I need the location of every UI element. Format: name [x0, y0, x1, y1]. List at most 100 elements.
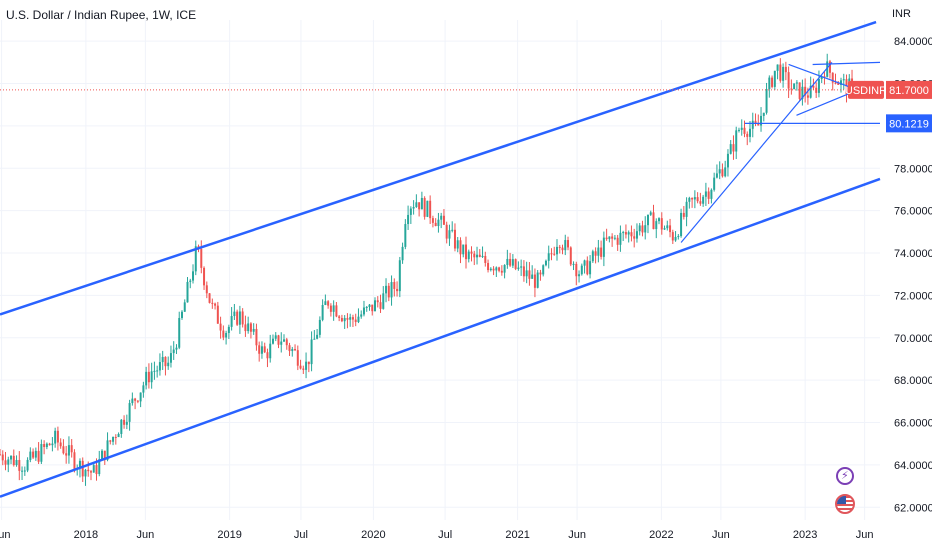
x-tick-label: Jun [0, 529, 10, 541]
candle-body [721, 169, 724, 177]
candle-body [589, 261, 592, 275]
candle-body [580, 265, 583, 275]
candle-body [313, 338, 316, 340]
candle-body [550, 253, 553, 255]
resistance-ray-line [812, 61, 881, 66]
candle-body [503, 264, 506, 273]
channel-lower-line [0, 177, 881, 498]
candle-body [453, 229, 456, 249]
candle-body [498, 267, 501, 271]
candle-body [296, 350, 299, 366]
candle-body [186, 281, 189, 303]
candle-body [396, 288, 399, 292]
candle-body [189, 280, 192, 282]
candle-body [663, 228, 666, 230]
candle-body [793, 83, 796, 90]
candle-body [15, 460, 18, 466]
candle-body [591, 251, 594, 262]
candle-body [622, 232, 625, 234]
candle-body [269, 343, 272, 359]
candle-body [48, 443, 51, 446]
candle-body [528, 270, 531, 279]
y-tick-label: 72.0000 [894, 290, 932, 302]
candle-body [346, 318, 349, 320]
candle-body [89, 471, 92, 473]
candle-body [340, 317, 343, 322]
candle-body [564, 240, 567, 251]
candle-body [172, 349, 175, 354]
candle-body [644, 225, 647, 233]
candle-body [332, 305, 335, 312]
candle-body [539, 272, 542, 275]
candle-body [704, 191, 707, 197]
candle-body [34, 450, 37, 458]
candle-body [299, 365, 302, 369]
candle-body [70, 445, 73, 453]
candle-body [390, 282, 393, 298]
candle-body [260, 346, 263, 354]
candle-body [357, 316, 360, 323]
candle-body [567, 240, 570, 248]
symbol-badge-label: USDINR [845, 85, 887, 97]
candle-body [167, 362, 170, 367]
candle-body [203, 267, 206, 286]
candle-body [150, 371, 153, 383]
candle-body [616, 237, 619, 245]
candle-body [200, 248, 203, 268]
candle-body [288, 345, 291, 352]
candle-body [349, 317, 352, 320]
candle-body [597, 247, 600, 256]
candle-body [757, 123, 760, 126]
candle-body [302, 368, 305, 370]
candle-body [291, 348, 294, 352]
candle-body [442, 215, 445, 225]
candle-body [321, 304, 324, 320]
last-price-badge [886, 80, 932, 99]
candle-body [0, 454, 1, 456]
candle-body [404, 224, 407, 247]
x-tick-label: Jul [294, 529, 308, 541]
candle-body [456, 240, 459, 249]
candle-body [812, 85, 815, 88]
candle-body [509, 258, 512, 266]
candle-body [569, 247, 572, 265]
candle-body [646, 214, 649, 226]
candle-body [387, 285, 390, 298]
candle-body [142, 385, 145, 393]
candle-body [558, 246, 561, 248]
candle-body [78, 460, 81, 469]
candle-body [760, 115, 763, 126]
candle-body [136, 400, 139, 402]
candle-body [547, 253, 550, 261]
candle-body [655, 221, 658, 230]
candle-body [426, 200, 429, 217]
candle-body [743, 127, 746, 134]
candle-body [724, 167, 727, 177]
candle-body [790, 88, 793, 90]
candle-body [804, 86, 807, 96]
candle-body [429, 200, 432, 219]
candle-body [277, 335, 280, 345]
candle-body [271, 338, 274, 344]
candle-body [688, 197, 691, 202]
candle-body [782, 66, 785, 81]
candle-body [740, 127, 743, 130]
candle-body [180, 311, 183, 318]
candle-body [773, 70, 776, 87]
candle-body [324, 301, 327, 305]
candle-body [73, 452, 76, 469]
x-tick-label: Jun [856, 529, 874, 541]
lightning-icon[interactable] [836, 467, 854, 485]
candle-body [230, 316, 233, 327]
candle-body [776, 64, 779, 71]
candle-body [575, 263, 578, 277]
candle-body [677, 236, 680, 238]
candle-body [784, 66, 787, 73]
candle-body [845, 79, 848, 94]
candle-body [37, 450, 40, 462]
y-tick-label: 66.0000 [894, 418, 932, 430]
candle-body [578, 274, 581, 277]
us-flag-icon[interactable] [835, 494, 855, 514]
